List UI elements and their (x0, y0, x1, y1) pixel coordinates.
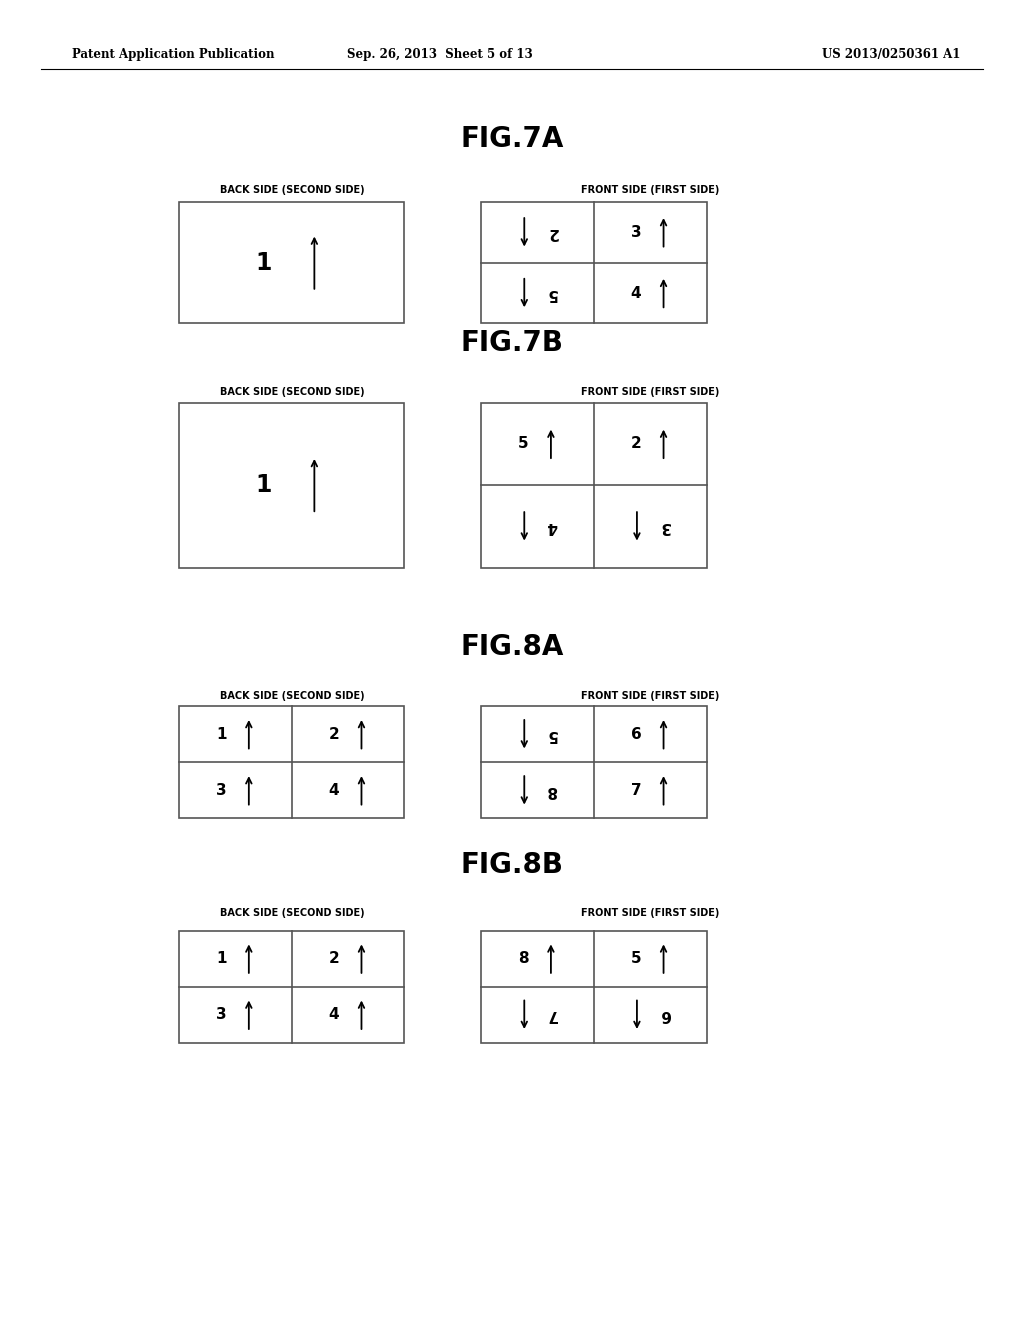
Text: 4: 4 (329, 783, 339, 797)
Text: 2: 2 (329, 952, 339, 966)
Text: US 2013/0250361 A1: US 2013/0250361 A1 (821, 48, 961, 61)
Text: FRONT SIDE (FIRST SIDE): FRONT SIDE (FIRST SIDE) (581, 908, 720, 919)
Text: BACK SIDE (SECOND SIDE): BACK SIDE (SECOND SIDE) (219, 387, 365, 397)
Text: 8: 8 (518, 952, 528, 966)
Text: 3: 3 (216, 1007, 226, 1022)
Text: 2: 2 (547, 224, 557, 240)
Text: 7: 7 (547, 1007, 557, 1022)
Text: 4: 4 (329, 1007, 339, 1022)
Text: 6: 6 (659, 1007, 670, 1022)
Text: 2: 2 (631, 437, 641, 451)
Text: 2: 2 (329, 727, 339, 742)
Text: 1: 1 (216, 727, 226, 742)
Bar (179, 403, 404, 568)
Text: FIG.7A: FIG.7A (461, 124, 563, 153)
Text: 5: 5 (631, 952, 641, 966)
Text: 1: 1 (255, 473, 271, 498)
Bar (481, 403, 707, 568)
Text: 8: 8 (547, 783, 557, 797)
Text: 3: 3 (631, 224, 641, 240)
Bar (481, 202, 707, 323)
Bar (481, 931, 707, 1043)
Text: 4: 4 (547, 519, 557, 533)
Text: 1: 1 (216, 952, 226, 966)
Text: 5: 5 (547, 727, 557, 742)
Text: FIG.8A: FIG.8A (461, 632, 563, 661)
Text: 7: 7 (631, 783, 641, 797)
Text: FRONT SIDE (FIRST SIDE): FRONT SIDE (FIRST SIDE) (581, 387, 720, 397)
Text: Patent Application Publication: Patent Application Publication (72, 48, 274, 61)
Bar (179, 931, 404, 1043)
Text: 4: 4 (631, 285, 641, 301)
Text: BACK SIDE (SECOND SIDE): BACK SIDE (SECOND SIDE) (219, 690, 365, 701)
Bar (179, 202, 404, 323)
Text: 3: 3 (659, 519, 670, 533)
Text: 5: 5 (547, 285, 557, 301)
Bar (481, 706, 707, 818)
Text: FIG.7B: FIG.7B (461, 329, 563, 358)
Text: FRONT SIDE (FIRST SIDE): FRONT SIDE (FIRST SIDE) (581, 690, 720, 701)
Text: Sep. 26, 2013  Sheet 5 of 13: Sep. 26, 2013 Sheet 5 of 13 (347, 48, 534, 61)
Text: BACK SIDE (SECOND SIDE): BACK SIDE (SECOND SIDE) (219, 185, 365, 195)
Bar (179, 706, 404, 818)
Text: 6: 6 (631, 727, 641, 742)
Text: FIG.8B: FIG.8B (461, 850, 563, 879)
Text: 3: 3 (216, 783, 226, 797)
Text: BACK SIDE (SECOND SIDE): BACK SIDE (SECOND SIDE) (219, 908, 365, 919)
Text: 1: 1 (255, 251, 271, 275)
Text: 5: 5 (518, 437, 528, 451)
Text: FRONT SIDE (FIRST SIDE): FRONT SIDE (FIRST SIDE) (581, 185, 720, 195)
